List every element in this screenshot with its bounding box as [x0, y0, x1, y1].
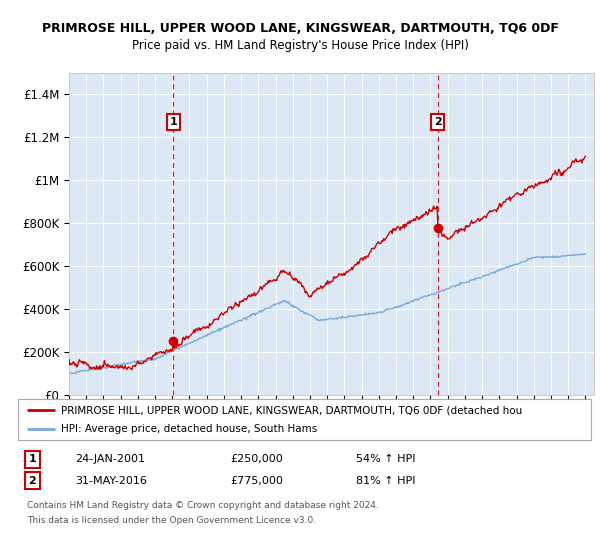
- Text: £250,000: £250,000: [230, 454, 283, 464]
- Text: Contains HM Land Registry data © Crown copyright and database right 2024.: Contains HM Land Registry data © Crown c…: [26, 501, 379, 510]
- Text: PRIMROSE HILL, UPPER WOOD LANE, KINGSWEAR, DARTMOUTH, TQ6 0DF (detached hou: PRIMROSE HILL, UPPER WOOD LANE, KINGSWEA…: [61, 405, 522, 415]
- Text: Price paid vs. HM Land Registry's House Price Index (HPI): Price paid vs. HM Land Registry's House …: [131, 39, 469, 52]
- Text: 31-MAY-2016: 31-MAY-2016: [76, 475, 147, 486]
- Text: 81% ↑ HPI: 81% ↑ HPI: [356, 475, 416, 486]
- Text: 2: 2: [434, 117, 442, 127]
- Text: 54% ↑ HPI: 54% ↑ HPI: [356, 454, 416, 464]
- Text: 24-JAN-2001: 24-JAN-2001: [76, 454, 145, 464]
- Text: This data is licensed under the Open Government Licence v3.0.: This data is licensed under the Open Gov…: [26, 516, 316, 525]
- Text: 1: 1: [28, 454, 36, 464]
- Text: HPI: Average price, detached house, South Hams: HPI: Average price, detached house, Sout…: [61, 424, 317, 433]
- Text: 1: 1: [170, 117, 178, 127]
- Text: 2: 2: [28, 475, 36, 486]
- Text: £775,000: £775,000: [230, 475, 283, 486]
- Text: PRIMROSE HILL, UPPER WOOD LANE, KINGSWEAR, DARTMOUTH, TQ6 0DF: PRIMROSE HILL, UPPER WOOD LANE, KINGSWEA…: [41, 22, 559, 35]
